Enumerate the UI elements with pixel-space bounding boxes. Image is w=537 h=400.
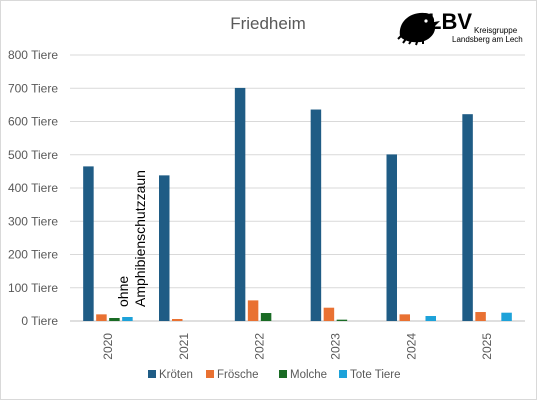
- bar-fr-sche-2024: [399, 314, 410, 321]
- x-tick-label: 2024: [404, 333, 418, 360]
- annotation-line: ohne: [115, 276, 131, 307]
- annotation: ohne Amphibienschutzzaun: [115, 170, 148, 307]
- x-tick-label: 2022: [253, 333, 267, 360]
- legend-swatch: [148, 370, 156, 378]
- bird-emblem-icon: [397, 12, 440, 46]
- y-tick-label: 500 Tiere: [8, 148, 58, 162]
- bar-tote-tiere-2025: [501, 312, 512, 321]
- lbv-logo: LBV Kreisgruppe Landsberg am Lech: [397, 9, 523, 46]
- y-tick-label: 700 Tiere: [8, 81, 58, 95]
- bar-tote-tiere-2024: [425, 316, 436, 321]
- y-tick-label: 0 Tiere: [21, 314, 58, 328]
- bar-kr-ten-2024: [386, 154, 397, 321]
- x-axis-ticks: 2020 2021 2022 2023 2024 2025: [101, 333, 494, 360]
- bar-kr-ten-2021: [159, 175, 170, 321]
- y-tick-label: 400 Tiere: [8, 181, 58, 195]
- legend: Kröten Frösche Molche Tote Tiere: [148, 369, 401, 381]
- bar-kr-ten-2025: [462, 114, 473, 321]
- y-tick-label: 300 Tiere: [8, 214, 58, 228]
- bar-fr-sche-2020: [96, 314, 107, 321]
- legend-swatch: [279, 370, 287, 378]
- y-tick-label: 100 Tiere: [8, 281, 58, 295]
- x-tick-label: 2021: [177, 333, 191, 360]
- bar-fr-sche-2025: [475, 312, 486, 321]
- legend-label: Kröten: [159, 369, 193, 381]
- bar-fr-sche-2022: [247, 300, 259, 321]
- chart-title: Friedheim: [230, 14, 306, 33]
- legend-label: Molche: [290, 369, 327, 381]
- legend-swatch: [206, 370, 214, 378]
- legend-label: Tote Tiere: [350, 369, 401, 381]
- x-tick-label: 2025: [480, 333, 494, 360]
- y-tick-label: 800 Tiere: [8, 48, 58, 62]
- logo-subtitle-line1: Kreisgruppe: [474, 26, 518, 35]
- legend-swatch: [339, 370, 347, 378]
- y-axis-ticks: 0 Tiere 100 Tiere 200 Tiere 300 Tiere 400 Ti…: [8, 48, 58, 328]
- bar-kr-ten-2022: [234, 87, 246, 321]
- bar-fr-sche-2023: [323, 307, 335, 321]
- y-tick-label: 600 Tiere: [8, 115, 58, 129]
- annotation-line: Amphibienschutzzaun: [132, 170, 148, 307]
- bar-molche-2020: [109, 318, 120, 321]
- gridlines: [70, 54, 525, 322]
- bar-molche-2022: [260, 313, 272, 321]
- bar-kr-ten-2020: [83, 166, 94, 321]
- logo-subtitle-line2: Landsberg am Lech: [452, 35, 523, 44]
- bar-fr-sche-2021: [172, 319, 183, 321]
- x-tick-label: 2023: [328, 333, 342, 360]
- bar-molche-2023: [336, 319, 348, 321]
- bar-tote-tiere-2020: [122, 317, 133, 321]
- x-tick-label: 2020: [101, 333, 115, 360]
- bar-kr-ten-2023: [310, 109, 322, 321]
- legend-label: Frösche: [217, 369, 259, 381]
- bars: [83, 87, 512, 321]
- y-tick-label: 200 Tiere: [8, 248, 58, 262]
- logo-wordmark: LBV: [428, 9, 472, 34]
